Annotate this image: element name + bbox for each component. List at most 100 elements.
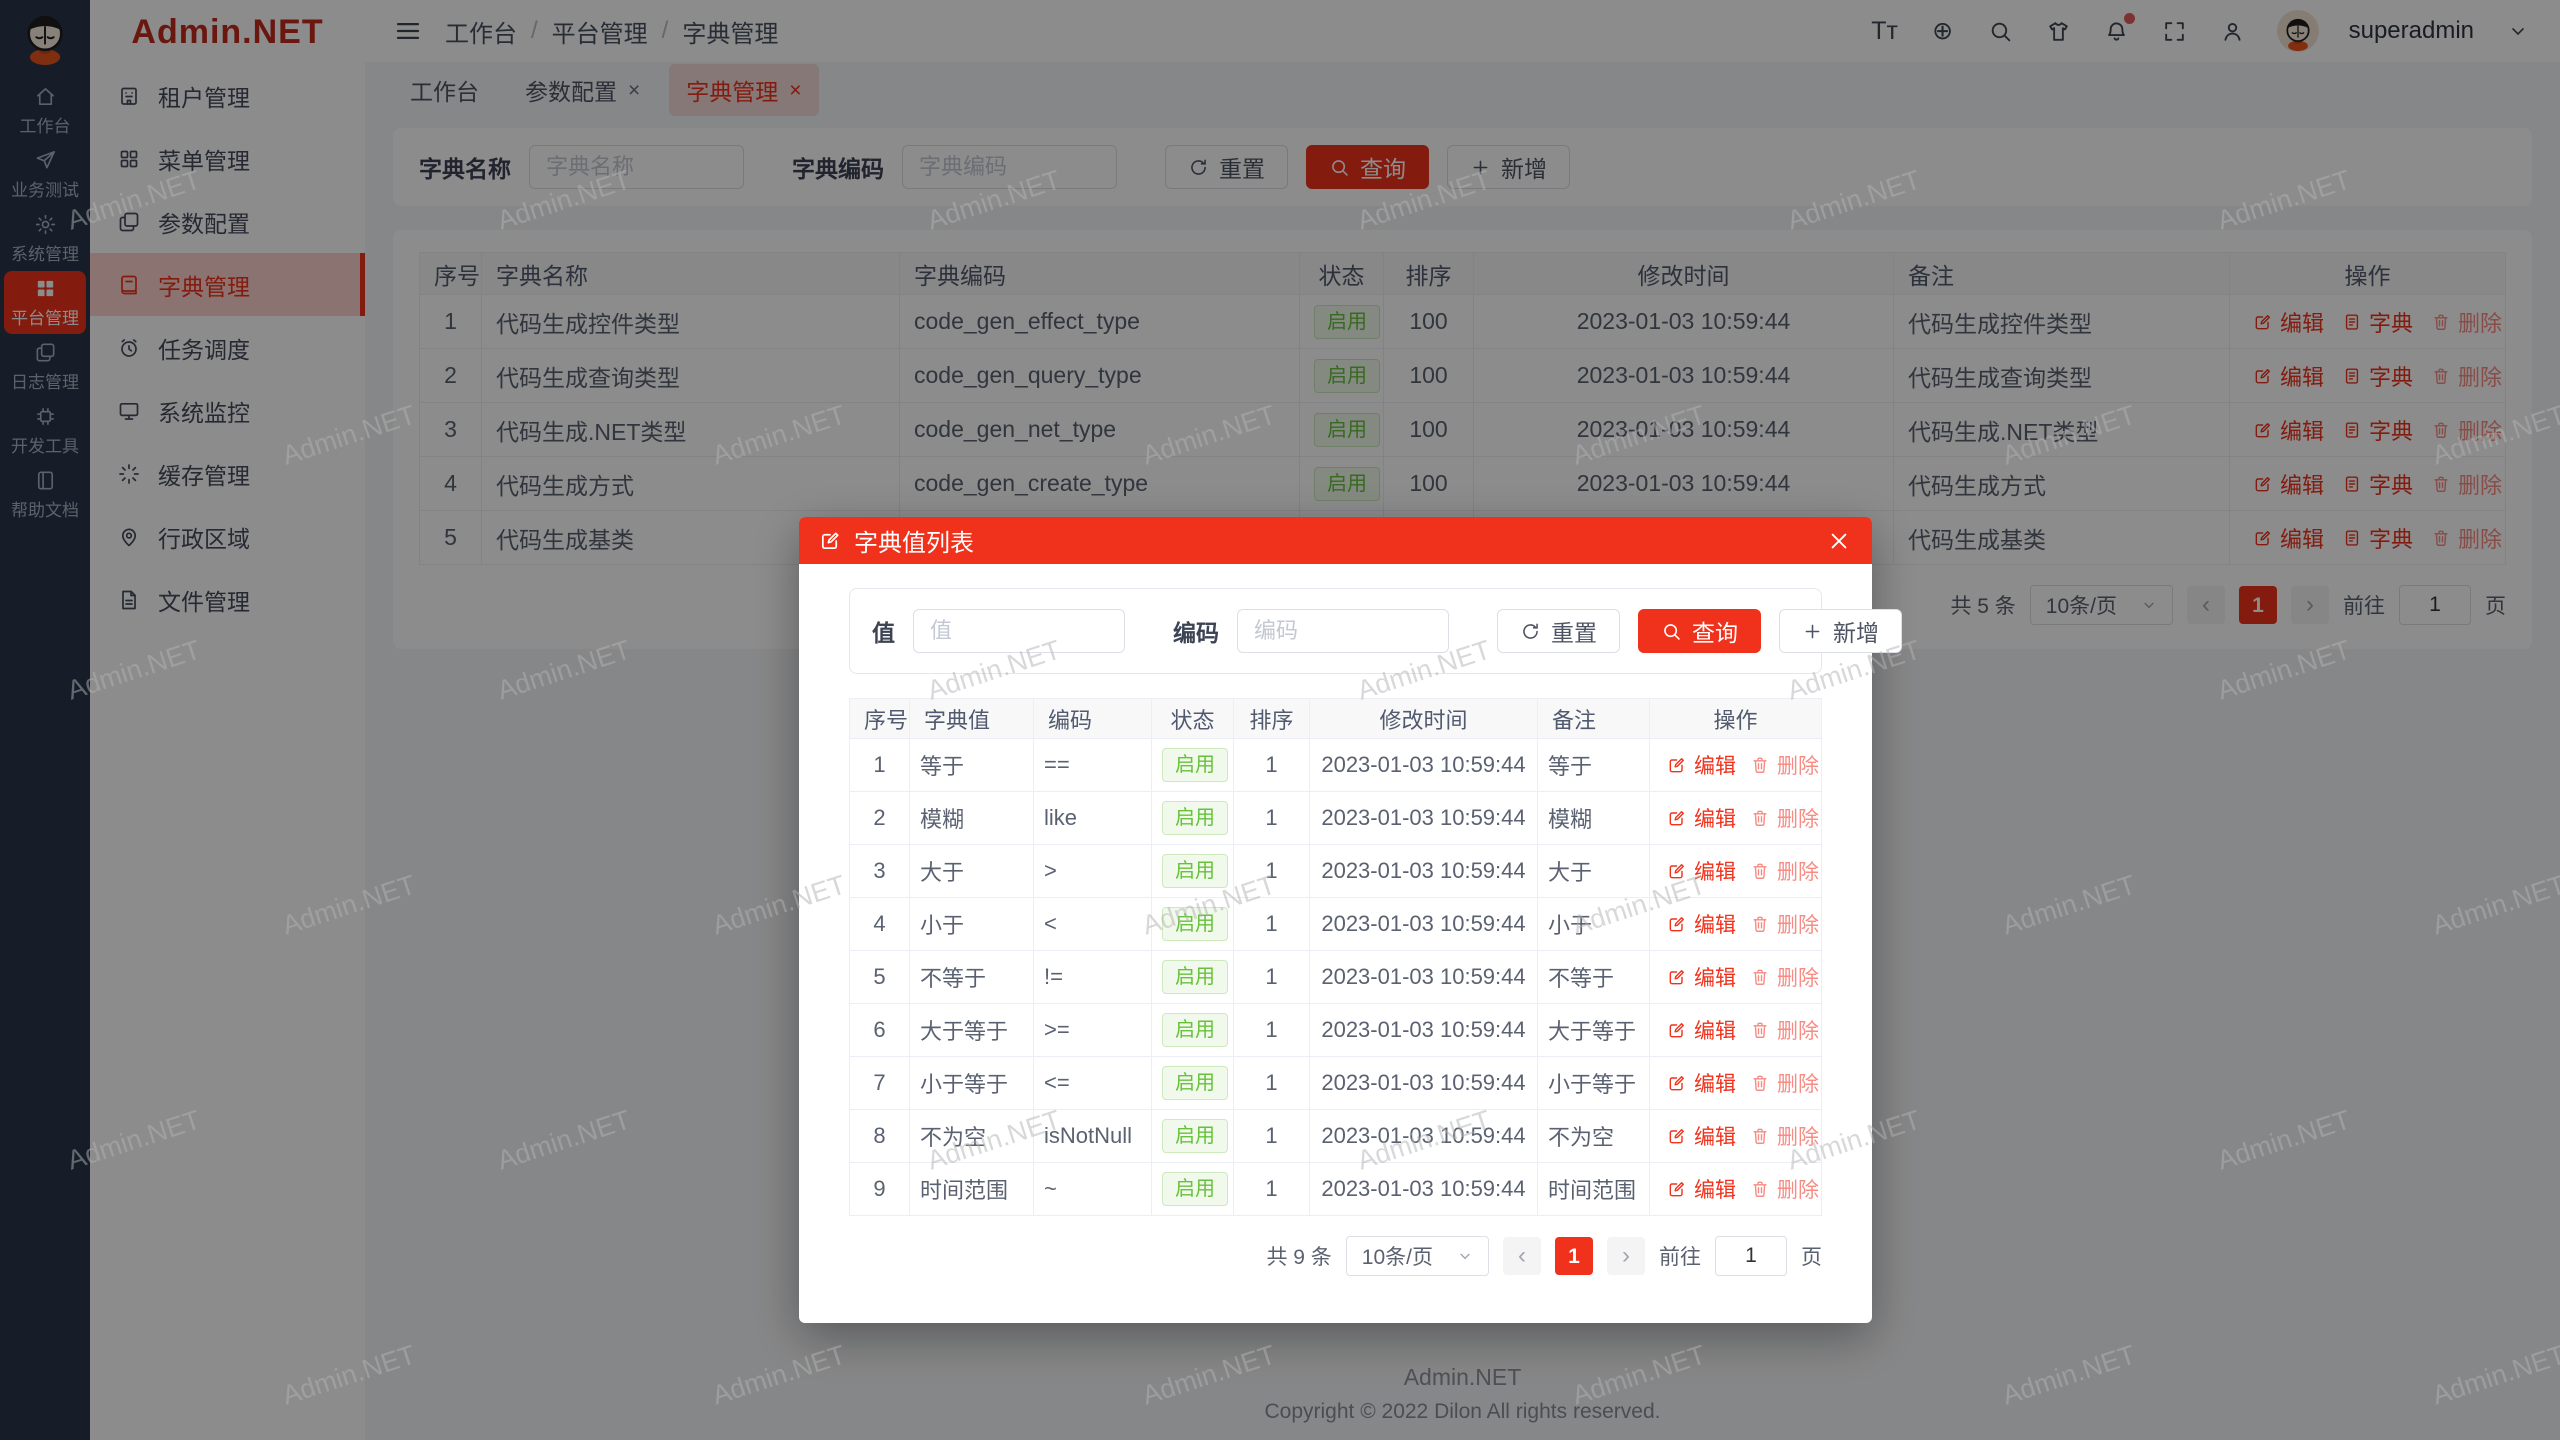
delete-row-button[interactable]: 删除 (2431, 414, 2502, 446)
delete-row-button[interactable]: 删除 (1750, 856, 1819, 886)
user-outline-icon[interactable] (2219, 16, 2247, 46)
notifications-bell-icon[interactable] (2103, 13, 2135, 46)
brand-logo[interactable] (0, 0, 90, 78)
rail-item-grid[interactable]: 平台管理 (4, 271, 86, 334)
edit-row-button[interactable]: 编辑 (2253, 306, 2324, 338)
edit-row-button[interactable]: 编辑 (1667, 750, 1736, 780)
edit-row-button[interactable]: 编辑 (1667, 803, 1736, 833)
close-tab-icon[interactable]: × (789, 78, 802, 102)
topbar-actions: Tт ⊕ superadmin (1871, 10, 2532, 52)
sidebar-item-building[interactable]: 租户管理 (90, 64, 365, 127)
user-avatar[interactable] (2276, 10, 2319, 52)
search-button[interactable]: 查询 (1306, 145, 1429, 189)
rail-item-copy[interactable]: 日志管理 (4, 335, 86, 398)
chevron-down-icon[interactable] (2504, 16, 2532, 46)
prev-page-button[interactable]: ‹ (2187, 586, 2225, 624)
dict-name-input[interactable] (529, 145, 744, 189)
rail-item-chip[interactable]: 开发工具 (4, 399, 86, 462)
delete-row-button[interactable]: 删除 (2431, 522, 2502, 554)
delete-row-button[interactable]: 删除 (1750, 1068, 1819, 1098)
page-number-button[interactable]: 1 (2239, 586, 2277, 624)
dialog-add-button[interactable]: 新增 (1779, 609, 1902, 653)
goto-page-input[interactable] (2399, 585, 2471, 625)
sidebar-item-file[interactable]: 文件管理 (90, 568, 365, 631)
dict-row-button[interactable]: 字典 (2342, 414, 2413, 446)
value-input[interactable] (913, 609, 1125, 653)
edit-row-button[interactable]: 编辑 (1667, 1015, 1736, 1045)
delete-row-button[interactable]: 删除 (1750, 962, 1819, 992)
doc-icon (2345, 475, 2359, 492)
close-icon[interactable] (1826, 528, 1852, 554)
edit-icon (2255, 530, 2270, 545)
sidebar-item-spinner[interactable]: 缓存管理 (90, 442, 365, 505)
tab-1[interactable]: 参数配置 × (508, 64, 657, 116)
edit-row-button[interactable]: 编辑 (2253, 522, 2324, 554)
delete-row-button[interactable]: 删除 (2431, 468, 2502, 500)
sidebar-item-label: 文件管理 (158, 588, 250, 615)
delete-row-button[interactable]: 删除 (1750, 1015, 1819, 1045)
edit-row-button[interactable]: 编辑 (2253, 468, 2324, 500)
dialog-search-button[interactable]: 查询 (1638, 609, 1761, 653)
collapse-menu-icon[interactable] (393, 16, 423, 46)
add-button[interactable]: 新增 (1447, 145, 1570, 189)
breadcrumb-item[interactable]: 平台管理 (551, 20, 648, 48)
delete-row-button[interactable]: 删除 (2431, 306, 2502, 338)
sidebar-item-dict-book[interactable]: 字典管理 (90, 253, 365, 316)
page-size-select[interactable]: 10条/页 (2029, 585, 2173, 625)
rail-item-gear[interactable]: 系统管理 (4, 207, 86, 270)
page-size-select[interactable]: 10条/页 (1345, 1236, 1489, 1276)
trash-icon (1753, 757, 1767, 773)
sidebar-item-label: 系统监控 (158, 399, 250, 426)
rail-item-book[interactable]: 帮助文档 (4, 463, 86, 526)
goto-page-input[interactable] (1715, 1236, 1787, 1276)
edit-row-button[interactable]: 编辑 (1667, 856, 1736, 886)
edit-row-button[interactable]: 编辑 (2253, 414, 2324, 446)
tab-0[interactable]: 工作台 (393, 64, 496, 116)
sidebar-item-pin[interactable]: 行政区域 (90, 505, 365, 568)
dict-row-button[interactable]: 字典 (2342, 306, 2413, 338)
dialog-reset-button[interactable]: 重置 (1497, 609, 1620, 653)
language-icon[interactable]: ⊕ (1932, 17, 1954, 45)
search-icon[interactable] (1987, 16, 2015, 46)
delete-row-button[interactable]: 删除 (2431, 360, 2502, 392)
page-number-button[interactable]: 1 (1555, 1237, 1593, 1275)
delete-row-button[interactable]: 删除 (1750, 803, 1819, 833)
rail-item-home[interactable]: 工作台 (4, 79, 86, 142)
reset-button[interactable]: 重置 (1165, 145, 1288, 189)
dict-row-button[interactable]: 字典 (2342, 468, 2413, 500)
font-size-icon[interactable]: Tт (1871, 16, 1898, 45)
next-page-button[interactable]: › (2291, 586, 2329, 624)
edit-row-button[interactable]: 编辑 (2253, 360, 2324, 392)
rail-item-send[interactable]: 业务测试 (4, 143, 86, 206)
dict-code-input[interactable] (902, 145, 1117, 189)
dialog-pagination: 共 9 条 10条/页 ‹ 1 › 前往 页 (849, 1236, 1822, 1276)
tab-2[interactable]: 字典管理 × (669, 64, 819, 116)
delete-row-button[interactable]: 删除 (1750, 1121, 1819, 1151)
sidebar-item-monitor[interactable]: 系统监控 (90, 379, 365, 442)
edit-row-button[interactable]: 编辑 (1667, 1174, 1736, 1204)
sidebar-item-alarm[interactable]: 任务调度 (90, 316, 365, 379)
breadcrumb-item[interactable]: 工作台 (445, 20, 517, 48)
code-input[interactable] (1237, 609, 1449, 653)
delete-row-button[interactable]: 删除 (1750, 750, 1819, 780)
delete-row-button[interactable]: 删除 (1750, 1174, 1819, 1204)
column-header: 编码 (1033, 698, 1152, 739)
dict-row-button[interactable]: 字典 (2342, 522, 2413, 554)
delete-row-button[interactable]: 删除 (1750, 909, 1819, 939)
edit-row-button[interactable]: 编辑 (1667, 1121, 1736, 1151)
prev-page-button[interactable]: ‹ (1503, 1237, 1541, 1275)
edit-row-button[interactable]: 编辑 (1667, 962, 1736, 992)
value-label: 值 (872, 620, 895, 646)
edit-row-button[interactable]: 编辑 (1667, 1068, 1736, 1098)
sidebar-item-label: 租户管理 (158, 84, 250, 111)
username[interactable]: superadmin (2348, 17, 2474, 44)
theme-icon[interactable] (2045, 16, 2073, 46)
fullscreen-icon[interactable] (2161, 16, 2189, 46)
edit-row-button[interactable]: 编辑 (1667, 909, 1736, 939)
sidebar-item-menu-grid[interactable]: 菜单管理 (90, 127, 365, 190)
next-page-button[interactable]: › (1607, 1237, 1645, 1275)
sidebar-item-docs[interactable]: 参数配置 (90, 190, 365, 253)
dict-row-button[interactable]: 字典 (2342, 360, 2413, 392)
close-tab-icon[interactable]: × (628, 78, 641, 102)
edit-icon (1669, 863, 1684, 878)
